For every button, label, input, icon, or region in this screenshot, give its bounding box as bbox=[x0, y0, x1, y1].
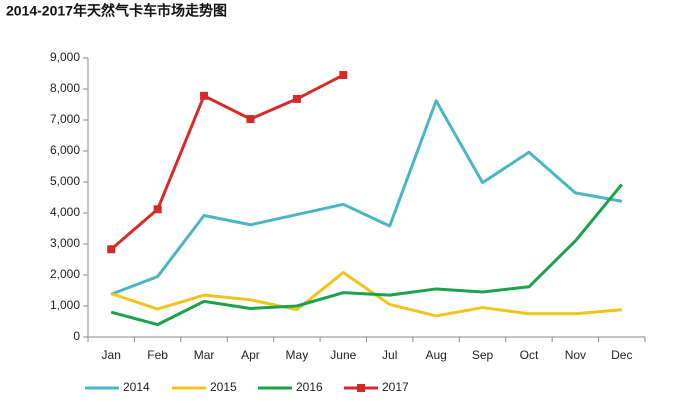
series-line bbox=[110, 73, 344, 251]
x-tick-label: Jan bbox=[102, 348, 121, 362]
legend-label: 2014 bbox=[123, 380, 150, 394]
marker bbox=[246, 115, 255, 124]
y-tick-label: 7,000 bbox=[50, 112, 80, 126]
legend-label: 2016 bbox=[296, 380, 323, 394]
x-tick-label: Sep bbox=[472, 348, 494, 362]
series-line bbox=[110, 99, 623, 296]
y-tick-label: 8,000 bbox=[50, 81, 80, 95]
x-tick-label: Dec bbox=[611, 348, 632, 362]
x-tick-label: Jul bbox=[382, 348, 397, 362]
x-tick-label: Aug bbox=[425, 348, 446, 362]
marker bbox=[292, 94, 301, 103]
legend-label: 2017 bbox=[382, 380, 409, 394]
y-tick-label: 6,000 bbox=[50, 143, 80, 157]
y-tick-label: 3,000 bbox=[50, 236, 80, 250]
x-tick-label: Feb bbox=[147, 348, 168, 362]
x-tick-label: Apr bbox=[241, 348, 260, 362]
y-tick-label: 1,000 bbox=[50, 298, 80, 312]
y-tick-label: 0 bbox=[73, 329, 80, 343]
marker bbox=[153, 205, 162, 214]
y-tick-label: 5,000 bbox=[50, 174, 80, 188]
y-tick-label: 2,000 bbox=[50, 267, 80, 281]
x-tick-label: May bbox=[286, 348, 309, 362]
marker bbox=[339, 71, 348, 80]
y-tick-label: 9,000 bbox=[50, 50, 80, 64]
chart-title: 2014-2017年天然气卡车市场走势图 bbox=[6, 3, 227, 19]
x-tick-label: Oct bbox=[520, 348, 539, 362]
legend-label: 2015 bbox=[210, 380, 237, 394]
x-tick-label: Nov bbox=[565, 348, 586, 362]
series-line bbox=[110, 183, 623, 327]
x-tick-label: June bbox=[330, 348, 356, 362]
legend-marker bbox=[357, 384, 365, 392]
marker bbox=[200, 91, 209, 100]
y-tick-label: 4,000 bbox=[50, 205, 80, 219]
marker bbox=[107, 245, 116, 254]
x-tick-label: Mar bbox=[194, 348, 215, 362]
series-line bbox=[110, 271, 622, 318]
